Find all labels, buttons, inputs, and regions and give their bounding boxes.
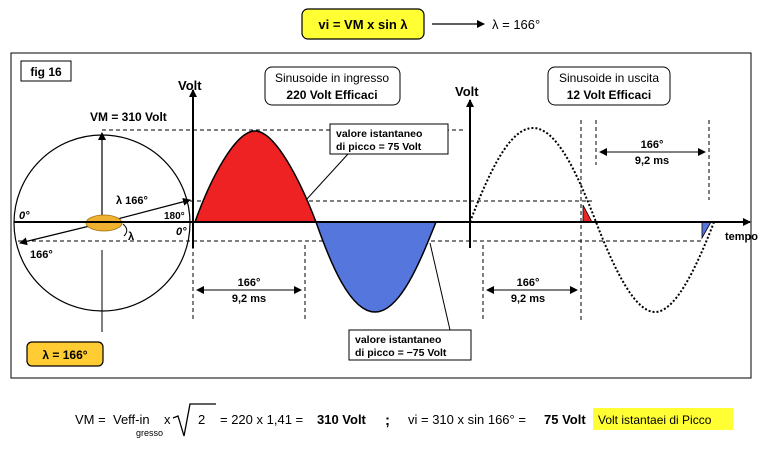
bf-highlight: Volt istantaei di Picco bbox=[598, 413, 712, 427]
svg-text:9,2 ms: 9,2 ms bbox=[232, 293, 266, 305]
input-caption-line1: Sinusoide in ingresso bbox=[275, 71, 389, 85]
peak-neg-line1: valore istantaneo bbox=[355, 334, 441, 346]
peak-neg-box bbox=[348, 329, 472, 361]
lambda-badge bbox=[26, 341, 104, 367]
output-caption-line2: 12 Volt Efficaci bbox=[567, 88, 651, 102]
zero-axis-label: 0° bbox=[176, 226, 187, 238]
volt-label-left: Volt bbox=[178, 78, 202, 93]
dimension-2: 166° 9,2 ms bbox=[486, 277, 578, 305]
peak-pos-line2: di picco = 75 Volt bbox=[336, 141, 422, 153]
svg-text:9,2 ms: 9,2 ms bbox=[635, 155, 669, 167]
tempo-label: tempo bbox=[725, 231, 758, 243]
bf-result-vm: 310 Volt bbox=[317, 412, 367, 427]
bf-vi-calc: vi = 310 x sin 166° = bbox=[408, 412, 526, 427]
bf-result-vi: 75 Volt bbox=[544, 412, 586, 427]
volt-label-right: Volt bbox=[455, 84, 479, 99]
bf-calc: = 220 x 1,41 = bbox=[220, 412, 303, 427]
dimension-3: 166° 9,2 ms bbox=[599, 139, 706, 167]
lambda-badge-text: λ = 166° bbox=[42, 348, 87, 362]
top-formula-box bbox=[301, 8, 425, 40]
input-caption-line2: 220 Volt Efficaci bbox=[286, 88, 377, 102]
bf-veff: Veff-in bbox=[113, 412, 150, 427]
zero-left-label: 0° bbox=[19, 210, 30, 222]
svg-text:166°: 166° bbox=[641, 139, 664, 151]
input-neg-lobe bbox=[314, 221, 438, 313]
input-pos-lobe bbox=[193, 130, 318, 223]
peak-pos-box bbox=[329, 123, 449, 155]
svg-text:166°: 166° bbox=[238, 277, 261, 289]
bf-vm: VM = bbox=[75, 412, 106, 427]
figure-frame bbox=[10, 52, 752, 379]
vm-label: VM = 310 Volt bbox=[90, 110, 167, 124]
fig-label: fig 16 bbox=[30, 65, 62, 79]
deg-180-label: 180° bbox=[164, 211, 185, 222]
angle-166-label: λ 166° bbox=[116, 195, 148, 207]
bf-sqrt-sign bbox=[172, 403, 216, 437]
bf-x: x bbox=[164, 412, 171, 427]
output-caption-line1: Sinusoide in uscita bbox=[559, 71, 659, 85]
peak-neg-leader bbox=[429, 242, 451, 331]
dimension-1: 166° 9,2 ms bbox=[196, 277, 302, 305]
bf-semicolon: ; bbox=[385, 412, 390, 429]
bf-highlight-box bbox=[593, 408, 733, 430]
svg-text:166°: 166° bbox=[517, 277, 540, 289]
svg-text:9,2 ms: 9,2 ms bbox=[511, 293, 545, 305]
lambda-small-label: λ bbox=[128, 231, 134, 243]
angle-166-bottom-label: 166° bbox=[30, 249, 53, 261]
bf-sqrt-val: 2 bbox=[198, 412, 205, 427]
peak-pos-line1: valore istantaneo bbox=[336, 128, 422, 140]
bf-gresso: gresso bbox=[136, 428, 163, 438]
output-sine bbox=[469, 126, 715, 314]
angle-arc bbox=[122, 223, 128, 237]
input-caption-box bbox=[264, 66, 401, 106]
peak-pos-leader bbox=[305, 153, 349, 201]
peak-neg-line2: di picco = −75 Volt bbox=[355, 347, 447, 359]
top-formula-text: vi = VM x sin λ bbox=[318, 17, 408, 32]
output-caption-box bbox=[547, 66, 671, 106]
top-formula-result: λ = 166° bbox=[492, 17, 540, 32]
fig-label-box bbox=[20, 60, 72, 82]
